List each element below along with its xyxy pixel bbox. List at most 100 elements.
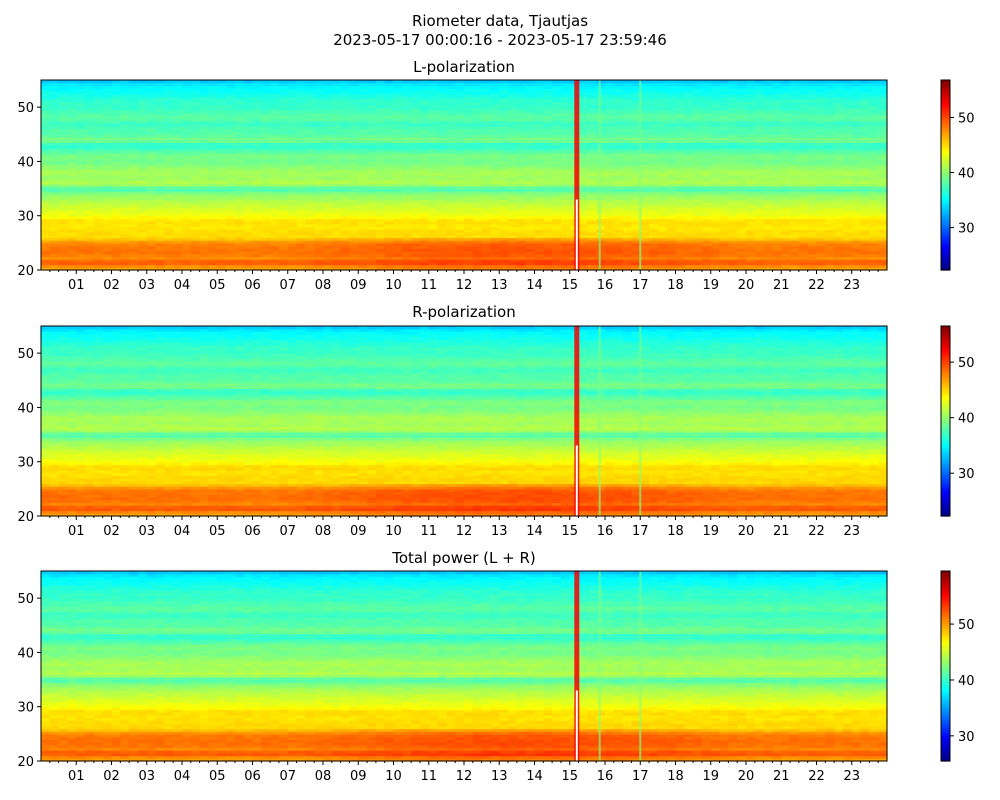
- heatmap-cell: [217, 175, 227, 179]
- heatmap-cell: [252, 126, 262, 130]
- heatmap-cell: [331, 137, 342, 141]
- heatmap-cell: [243, 161, 254, 165]
- heatmap-cell: [287, 242, 298, 247]
- heatmap-cell: [182, 202, 192, 206]
- heatmap-cell: [490, 213, 500, 217]
- heatmap-cell: [173, 259, 183, 263]
- heatmap-cell: [296, 202, 306, 206]
- heatmap-cell: [314, 210, 324, 214]
- heatmap-cell: [428, 145, 439, 149]
- heatmap-cell: [243, 120, 254, 125]
- heatmap-cell: [199, 194, 210, 198]
- heatmap-cell: [384, 232, 395, 236]
- heatmap-cell: [481, 245, 492, 249]
- heatmap-cell: [173, 221, 183, 225]
- heatmap-cell: [481, 90, 492, 95]
- heatmap-cell: [516, 267, 527, 271]
- heatmap-cell: [173, 115, 183, 119]
- heatmap-cell: [217, 161, 227, 165]
- heatmap-cell: [129, 128, 139, 133]
- heatmap-cell: [516, 93, 527, 97]
- heatmap-cell: [234, 164, 245, 168]
- heatmap-cell: [120, 196, 130, 201]
- heatmap-cell: [155, 215, 165, 220]
- heatmap-cell: [137, 166, 148, 171]
- heatmap-cell: [596, 180, 606, 184]
- heatmap-cell: [367, 96, 377, 100]
- heatmap-cell: [146, 251, 157, 255]
- heatmap-cell: [446, 147, 456, 152]
- heatmap-cell: [543, 251, 553, 255]
- heatmap-cell: [287, 251, 298, 255]
- heatmap-cell: [243, 256, 254, 260]
- heatmap-cell: [270, 261, 280, 266]
- heatmap-cell: [155, 156, 165, 160]
- heatmap-cell: [155, 93, 165, 97]
- heatmap-cell: [58, 188, 69, 192]
- heatmap-cell: [155, 88, 165, 92]
- heatmap-cell: [270, 251, 280, 255]
- heatmap-cell: [67, 234, 77, 239]
- heatmap-cell: [278, 237, 289, 241]
- heatmap-cell: [49, 213, 60, 217]
- heatmap-cell: [508, 126, 518, 130]
- heatmap-cell: [331, 82, 342, 87]
- heatmap-cell: [93, 237, 104, 241]
- heatmap-cell: [552, 153, 562, 157]
- heatmap-cell: [102, 175, 113, 179]
- heatmap-cell: [49, 156, 60, 160]
- heatmap-cell: [411, 237, 421, 241]
- heatmap-cell: [402, 166, 412, 171]
- heatmap-cell: [367, 226, 377, 230]
- heatmap-cell: [226, 175, 236, 179]
- heatmap-cell: [190, 188, 201, 192]
- heatmap-cell: [129, 242, 139, 247]
- heatmap-cell: [129, 185, 139, 190]
- heatmap-cell: [402, 161, 412, 165]
- heatmap-cell: [261, 185, 271, 190]
- heatmap-cell: [508, 88, 518, 92]
- heatmap-cell: [305, 166, 315, 171]
- heatmap-cell: [173, 185, 183, 190]
- heatmap-cell: [534, 180, 544, 184]
- heatmap-cell: [146, 88, 157, 92]
- heatmap-cell: [234, 161, 245, 165]
- heatmap-cell: [217, 253, 227, 258]
- heatmap-cell: [499, 264, 509, 268]
- heatmap-cell: [278, 161, 289, 165]
- heatmap-cell: [384, 251, 395, 255]
- heatmap-cell: [437, 126, 447, 130]
- heatmap-cell: [331, 85, 342, 89]
- heatmap-cell: [314, 96, 324, 100]
- heatmap-cell: [419, 175, 430, 179]
- heatmap-cell: [49, 226, 60, 230]
- heatmap-cell: [226, 213, 236, 217]
- heatmap-cell: [49, 88, 60, 92]
- heatmap-cell: [552, 172, 562, 176]
- heatmap-cell: [208, 261, 218, 266]
- heatmap-cell: [287, 112, 298, 116]
- heatmap-cell: [596, 150, 606, 154]
- heatmap-cell: [560, 142, 571, 146]
- heatmap-cell: [464, 150, 474, 154]
- heatmap-cell: [516, 164, 527, 168]
- heatmap-cell: [85, 156, 95, 160]
- heatmap-cell: [402, 218, 412, 222]
- heatmap-cell: [472, 104, 483, 108]
- heatmap-cell: [358, 166, 368, 171]
- heatmap-cell: [102, 147, 113, 152]
- heatmap-cell: [41, 248, 51, 252]
- heatmap-cell: [287, 115, 298, 119]
- heatmap-cell: [226, 256, 236, 260]
- heatmap-cell: [58, 213, 69, 217]
- heatmap-cell: [393, 128, 403, 133]
- heatmap-cell: [508, 191, 518, 195]
- heatmap-cell: [613, 80, 624, 84]
- heatmap-cell: [129, 145, 139, 149]
- heatmap-cell: [217, 261, 227, 266]
- heatmap-cell: [164, 123, 174, 127]
- heatmap-cell: [49, 251, 60, 255]
- heatmap-cell: [375, 82, 386, 87]
- heatmap-cell: [367, 251, 377, 255]
- heatmap-cell: [67, 242, 77, 247]
